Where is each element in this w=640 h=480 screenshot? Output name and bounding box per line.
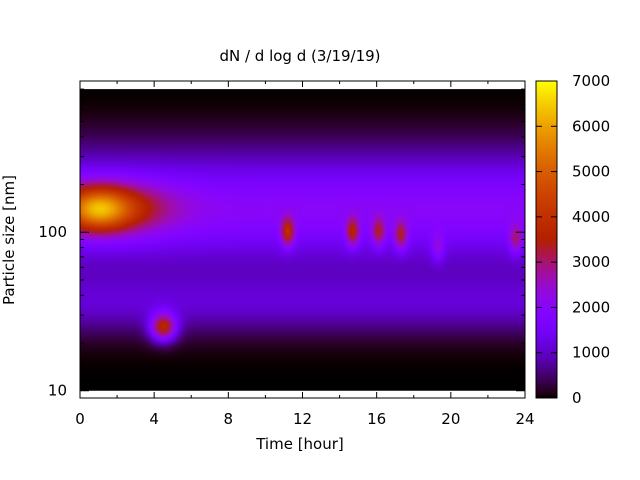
colorbar-tick-label: 3000 <box>572 253 610 271</box>
colorbar-frame <box>535 80 558 399</box>
x-tick-label: 8 <box>224 410 234 428</box>
x-tick-label: 12 <box>293 410 312 428</box>
colorbar-tick-label: 6000 <box>572 117 610 135</box>
x-tick-label: 0 <box>75 410 85 428</box>
x-tick-label: 4 <box>149 410 159 428</box>
colorbar-tick-label: 4000 <box>572 208 610 226</box>
heatmap-image <box>80 89 525 391</box>
chart-title: dN / d log d (3/19/19) <box>219 47 380 65</box>
x-tick-label: 24 <box>515 410 534 428</box>
colorbar-tick-label: 7000 <box>572 72 610 90</box>
colorbar-image <box>536 81 557 398</box>
y-tick-label: 10 <box>48 382 67 400</box>
y-axis: 10 100 <box>38 88 525 400</box>
y-axis-title: Particle size [nm] <box>0 175 18 305</box>
x-tick-label: 16 <box>367 410 386 428</box>
colorbar-tick-label: 5000 <box>572 163 610 181</box>
colorbar-tick-label: 0 <box>572 389 582 407</box>
x-axis: 0 4 8 12 16 20 24 <box>75 81 535 428</box>
colorbar-tick-label: 2000 <box>572 298 610 316</box>
y-tick-label: 100 <box>38 223 67 241</box>
colorbar-axis: 0 1000 2000 3000 4000 5000 6000 7000 <box>536 72 610 407</box>
colorbar-tick-label: 1000 <box>572 344 610 362</box>
x-tick-label: 20 <box>441 410 460 428</box>
x-axis-title: Time [hour] <box>255 435 344 453</box>
